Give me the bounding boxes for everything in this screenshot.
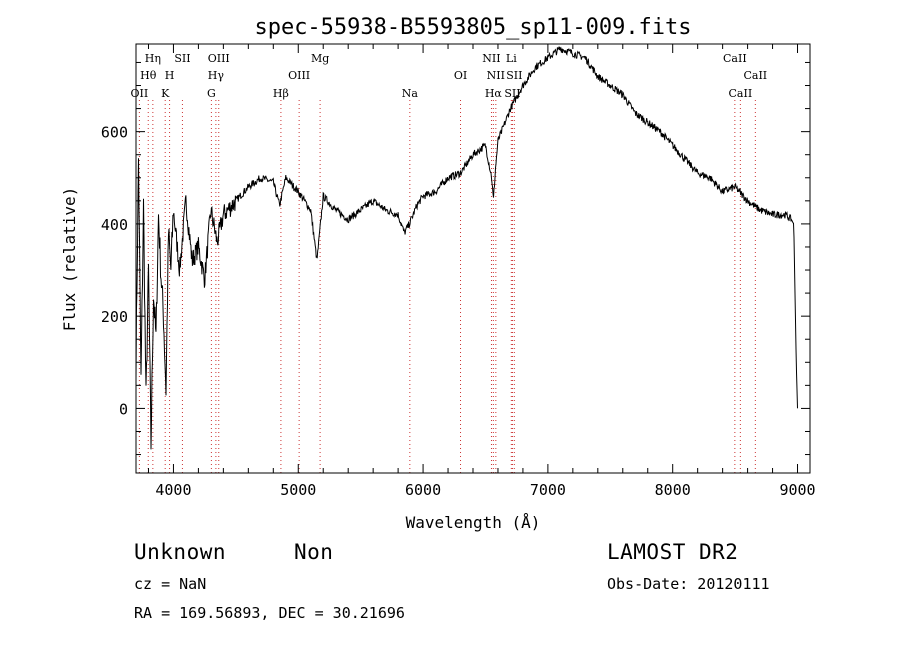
x-axis-label: Wavelength (Å) <box>406 513 541 532</box>
chart-title: spec-55938-B5593805_sp11-009.fits <box>254 15 691 40</box>
line-marker-label: Mg <box>311 52 329 65</box>
object-class: Unknown <box>134 540 227 564</box>
axis-ticks <box>136 44 810 473</box>
line-marker-label: CaII <box>729 87 753 100</box>
line-markers: OIIHθHηKHSIIGHγOIIIHβOIIIMgNaOINIIHαNIIL… <box>131 52 767 473</box>
line-marker-label: H <box>165 69 175 82</box>
line-marker-label: CaII <box>743 69 767 82</box>
y-tick-label: 400 <box>101 216 128 234</box>
line-marker-label: Hθ <box>140 69 157 82</box>
y-tick-label: 0 <box>119 400 128 418</box>
coordinates: RA = 169.56893, DEC = 30.21696 <box>134 604 405 622</box>
line-marker-label: SII <box>506 69 522 82</box>
line-marker-label: NII <box>482 52 500 65</box>
y-tick-label: 200 <box>101 308 128 326</box>
line-marker-label: Hγ <box>208 69 225 82</box>
line-marker-label: SII <box>504 87 520 100</box>
line-marker-label: NII <box>487 69 505 82</box>
object-subclass: Non <box>294 540 334 564</box>
line-marker-label: SII <box>174 52 190 65</box>
plot-frame <box>135 43 811 474</box>
line-marker-label: Hα <box>485 87 503 100</box>
line-marker-label: Hβ <box>273 87 289 100</box>
x-tick-label: 5000 <box>280 481 316 499</box>
x-tick-label: 8000 <box>655 481 691 499</box>
y-axis-label: Flux (relative) <box>60 187 79 332</box>
x-tick-label: 6000 <box>405 481 441 499</box>
survey-name: LAMOST DR2 <box>607 540 739 564</box>
line-marker-label: CaII <box>723 52 747 65</box>
axis-tick-labels: 4000 5000 6000 7000 8000 9000 0 200 400 600 <box>101 124 816 499</box>
line-marker-label: G <box>207 87 216 100</box>
line-marker-label: OII <box>131 87 149 100</box>
line-marker-label: OIII <box>288 69 310 82</box>
line-marker-label: Li <box>506 52 517 65</box>
spectrum-series <box>135 45 798 450</box>
spectrum-line <box>135 45 798 450</box>
observation-date: Obs-Date: 20120111 <box>607 575 770 593</box>
line-marker-label: OI <box>454 69 467 82</box>
line-marker-label: OIII <box>208 52 230 65</box>
y-tick-label: 600 <box>101 124 128 142</box>
line-marker-label: Na <box>402 87 419 100</box>
x-tick-label: 7000 <box>530 481 566 499</box>
x-tick-label: 9000 <box>779 481 815 499</box>
line-marker-label: K <box>161 87 170 100</box>
x-tick-label: 4000 <box>155 481 191 499</box>
line-marker-label: Hη <box>145 52 161 65</box>
redshift-cz: cz = NaN <box>134 575 207 593</box>
